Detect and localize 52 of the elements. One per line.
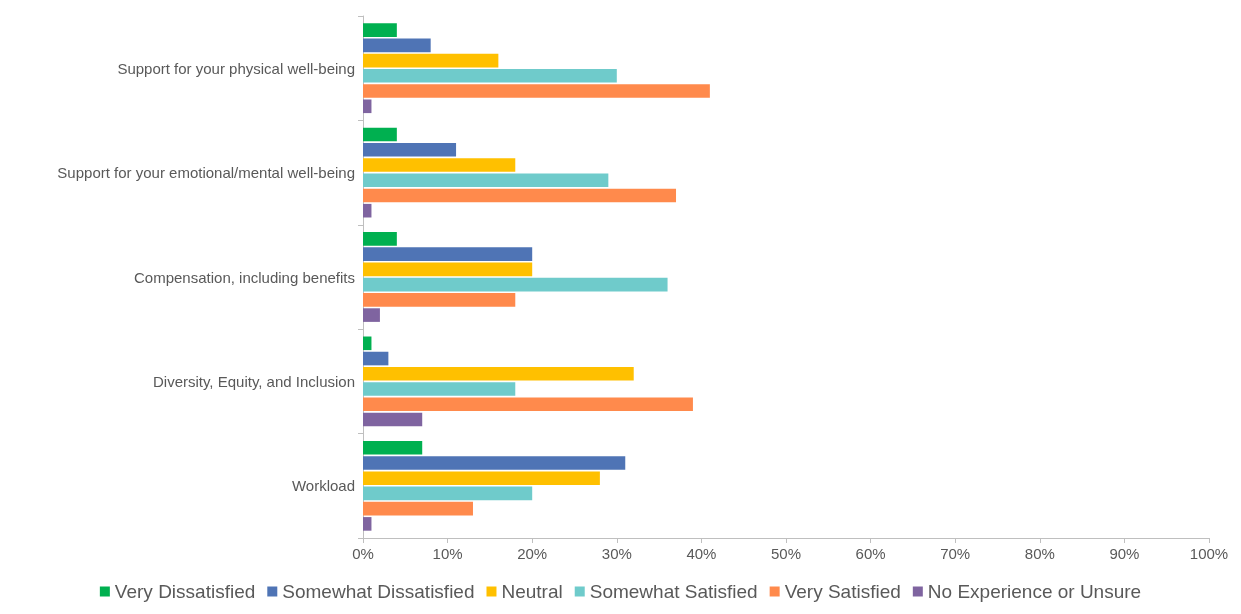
bar — [363, 412, 423, 427]
bar — [363, 23, 397, 37]
legend-label: Very Dissatisfied — [114, 581, 256, 602]
bar — [363, 382, 516, 396]
bar — [363, 127, 397, 142]
bar — [363, 262, 533, 277]
bar — [363, 351, 389, 366]
x-tick-label: 0% — [352, 545, 374, 562]
bar — [363, 440, 423, 455]
x-tick-label: 30% — [601, 545, 632, 562]
x-tick-label: 60% — [855, 545, 886, 562]
x-tick-label: 20% — [517, 545, 548, 562]
bar — [363, 188, 677, 203]
bar — [363, 366, 634, 381]
bar — [363, 84, 710, 98]
bar — [363, 486, 533, 501]
bar — [363, 247, 533, 261]
legend-label: Neutral — [501, 581, 563, 602]
bar — [363, 456, 626, 470]
x-tick-label: 50% — [770, 545, 802, 562]
bar — [363, 397, 693, 412]
legend-label: Very Satisfied — [784, 581, 901, 602]
bar — [363, 277, 668, 292]
y-tick-label: Workload — [291, 477, 355, 495]
bar — [363, 38, 431, 53]
bar — [363, 173, 609, 188]
legend-label: Somewhat Satisfied — [589, 581, 758, 602]
x-tick-label: 40% — [686, 545, 717, 562]
bar — [363, 53, 499, 68]
y-tick-label: Compensation, including benefits — [134, 268, 355, 286]
bar — [363, 69, 617, 83]
bar — [363, 517, 372, 531]
x-tick-label: 100% — [1189, 545, 1229, 562]
bar — [363, 293, 516, 307]
bar — [363, 232, 397, 246]
bar — [363, 203, 372, 218]
y-tick-label: Support for your emotional/mental well-being — [57, 164, 355, 182]
bar — [363, 471, 600, 485]
bar — [363, 99, 372, 114]
legend-label: No Experience or Unsure — [927, 581, 1142, 602]
x-tick-label: 10% — [432, 545, 463, 562]
y-tick-label: Diversity, Equity, and Inclusion — [152, 372, 355, 390]
x-tick-label: 90% — [1109, 545, 1140, 562]
x-tick-label: 80% — [1024, 545, 1055, 562]
x-tick-label: 70% — [940, 545, 971, 562]
bar — [363, 308, 380, 322]
bar — [363, 142, 457, 157]
bar — [363, 158, 516, 172]
y-tick-label: Support for your physical well-being — [117, 59, 355, 77]
bar — [363, 501, 473, 516]
legend-label: Somewhat Dissatisfied — [282, 581, 475, 602]
bar — [363, 336, 372, 351]
